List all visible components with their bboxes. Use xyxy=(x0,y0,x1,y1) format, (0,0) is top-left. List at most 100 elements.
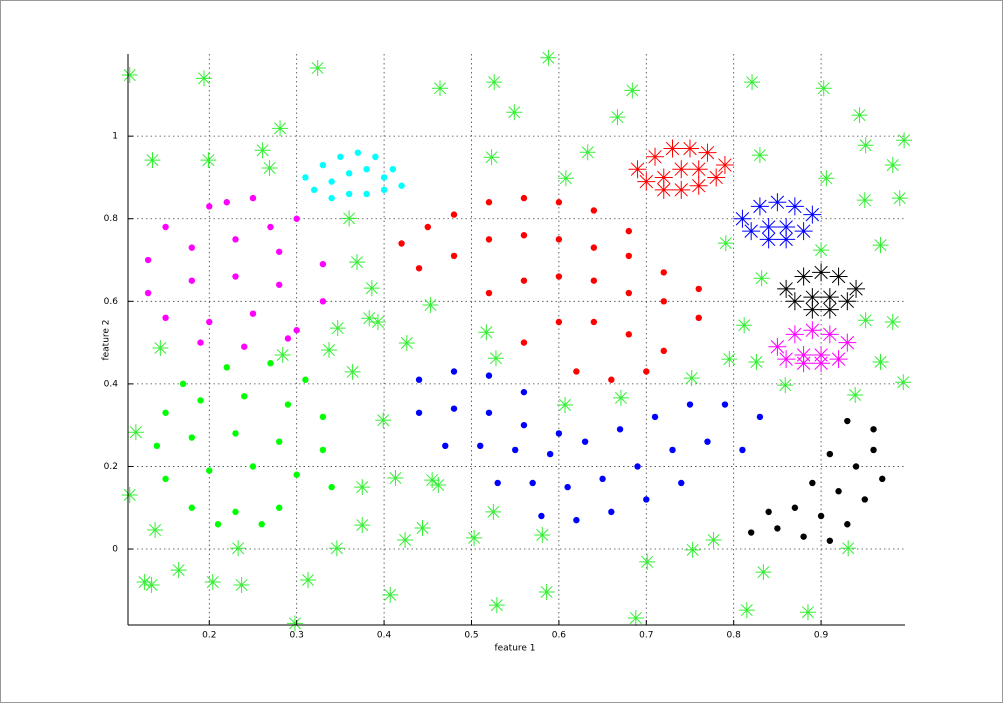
star-point xyxy=(663,139,682,158)
star-point xyxy=(872,237,889,254)
dot-point xyxy=(223,199,230,206)
star-point xyxy=(540,49,557,66)
star-point xyxy=(721,351,738,368)
star-point xyxy=(506,104,523,121)
dot-point xyxy=(678,479,685,487)
star-point xyxy=(387,470,404,487)
dot-point xyxy=(520,232,528,239)
star-point xyxy=(230,540,247,557)
dot-point xyxy=(485,199,493,206)
star-point xyxy=(382,586,399,603)
dot-point xyxy=(188,244,196,251)
star-point xyxy=(856,192,873,209)
dot-point xyxy=(809,479,816,487)
dot-point xyxy=(573,516,580,524)
dot-point xyxy=(319,298,327,305)
dot-point xyxy=(144,289,152,297)
dot-point xyxy=(415,265,423,272)
star-point xyxy=(818,170,835,187)
star-point xyxy=(736,317,753,334)
dot-point xyxy=(625,227,633,235)
star-point xyxy=(344,363,361,380)
star-point xyxy=(683,370,700,387)
dot-point xyxy=(267,223,274,231)
star-point xyxy=(755,564,772,581)
star-point xyxy=(354,517,371,534)
star-point xyxy=(857,312,874,329)
y-tick-label: 1 xyxy=(112,132,118,142)
star-point xyxy=(689,176,708,195)
star-point xyxy=(689,160,708,179)
star-point xyxy=(398,335,415,352)
star-point xyxy=(136,574,153,591)
star-point xyxy=(813,242,830,259)
dot-point xyxy=(520,339,528,346)
dot-point xyxy=(844,521,851,528)
x-tick-label: 0.8 xyxy=(727,631,742,641)
star-point xyxy=(820,288,839,307)
star-point xyxy=(486,74,503,91)
dot-point xyxy=(835,488,842,495)
star-point xyxy=(785,197,804,216)
star-point xyxy=(733,209,752,228)
star-point xyxy=(759,230,778,249)
dot-point xyxy=(424,223,431,231)
star-point xyxy=(794,267,813,286)
star-point xyxy=(488,597,505,614)
dot-point xyxy=(704,438,711,445)
dot-point xyxy=(293,327,300,334)
star-point xyxy=(753,270,770,287)
star-point xyxy=(799,604,816,621)
dot-point xyxy=(223,364,230,371)
dot-point xyxy=(144,256,152,264)
star-point xyxy=(432,80,449,97)
star-point xyxy=(748,354,765,371)
star-point xyxy=(361,310,378,327)
dot-point xyxy=(319,161,327,169)
dot-point xyxy=(791,504,799,511)
dot-point xyxy=(276,504,283,511)
dot-point xyxy=(520,388,528,396)
star-point xyxy=(466,529,483,546)
dot-point xyxy=(179,380,187,388)
dot-point xyxy=(520,421,528,429)
dot-point xyxy=(188,277,196,284)
star-point xyxy=(538,583,555,600)
dot-point xyxy=(345,190,353,198)
dot-point xyxy=(485,289,493,297)
x-tick-label: 0.4 xyxy=(377,631,392,641)
dot-point xyxy=(302,376,309,383)
y-tick-label: 0 xyxy=(112,545,118,555)
dot-point xyxy=(511,446,519,454)
star-point xyxy=(707,168,726,187)
dot-point xyxy=(660,347,667,355)
dot-point xyxy=(739,446,746,454)
dot-point xyxy=(538,512,545,520)
x-tick-label: 0.2 xyxy=(202,631,216,641)
star-point xyxy=(738,602,755,619)
dot-point xyxy=(415,409,423,416)
dot-point xyxy=(442,442,449,450)
star-point xyxy=(742,222,761,241)
dot-point xyxy=(337,153,344,161)
star-point xyxy=(430,477,447,494)
dot-point xyxy=(258,521,265,528)
dot-point xyxy=(345,170,353,177)
star-point xyxy=(233,576,250,593)
star-point xyxy=(200,152,217,169)
star-point xyxy=(478,324,495,341)
star-point xyxy=(354,479,371,496)
star-point xyxy=(557,170,574,187)
star-point xyxy=(487,350,504,367)
dot-point xyxy=(520,277,528,284)
star-point xyxy=(820,300,839,319)
star-point xyxy=(272,120,289,137)
star-point xyxy=(143,576,160,593)
dot-point xyxy=(232,236,239,243)
star-point xyxy=(628,160,647,179)
dot-point xyxy=(756,413,764,421)
x-tick-label: 0.3 xyxy=(290,631,304,641)
dot-point xyxy=(494,479,501,487)
star-point xyxy=(803,321,822,340)
y-tick-label: 0.8 xyxy=(104,214,119,224)
